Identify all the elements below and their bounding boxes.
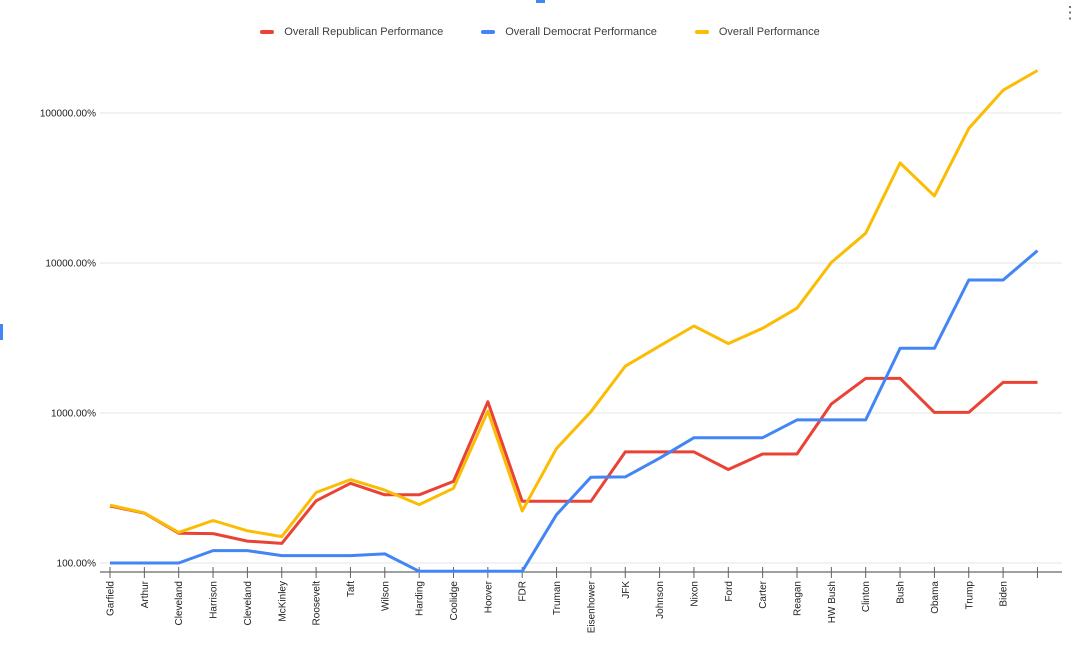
y-axis-tick-label: 100.00% [57,559,97,570]
x-axis-label: HW Bush [827,581,838,623]
x-axis-label: Clinton [861,581,872,612]
x-axis-label: Obama [930,581,941,614]
legend-label-republican: Overall Republican Performance [284,26,444,38]
x-axis-label: Reagan [793,581,804,616]
democrat-series-swatch-icon [481,30,496,34]
y-axis-tick-label: 10000.00% [45,259,96,270]
legend-label-democrat: Overall Democrat Performance [505,26,657,38]
x-axis-label: Johnson [655,581,666,619]
x-axis-label: Nixon [689,581,700,607]
x-axis-label: Cleveland [243,581,254,625]
x-axis-label: FDR [518,581,529,602]
legend-item-democrat: Overall Democrat Performance [481,26,657,38]
x-axis-label: Ford [724,581,735,602]
x-axis-label: Biden [999,581,1010,607]
x-axis-label: Roosevelt [312,581,323,626]
x-axis-label: Hoover [483,580,494,613]
series-line [110,249,1039,573]
x-axis-label: Carter [758,580,769,608]
chart-legend: Overall Republican Performance Overall D… [0,26,1080,38]
series-line [109,376,1038,545]
x-axis-label: Taft [346,581,357,597]
x-axis-label: McKinley [277,581,288,622]
x-axis-label: Wilson [380,581,391,611]
x-axis-label: Harding [415,581,426,616]
x-axis-label: Bush [896,581,907,604]
legend-item-overall: Overall Performance [694,26,820,38]
x-axis-label: Harrison [209,581,220,619]
x-axis-label: Truman [552,581,563,615]
x-axis-label: Coolidge [449,581,460,621]
legend-item-republican: Overall Republican Performance [260,26,443,38]
x-axis-label: Eisenhower [586,580,597,633]
x-axis-label: JFK [621,581,632,599]
x-axis-label: Trump [964,581,975,610]
overall-series-swatch-icon [694,30,709,34]
x-axis-label: Arthur [140,580,151,608]
republican-series-swatch-icon [260,30,275,34]
y-axis-tick-label: 100000.00% [40,109,96,120]
legend-label-overall: Overall Performance [718,26,820,38]
chart-title-fragment [536,0,545,3]
y-axis-title-fragment [0,324,3,340]
x-axis-label: Cleveland [174,581,185,625]
y-axis-tick-label: 1000.00% [51,409,96,420]
series-line [109,69,1039,539]
chart-options-menu-icon[interactable]: ⋮ [1060,0,1080,26]
x-axis-label: Garfield [106,581,117,616]
